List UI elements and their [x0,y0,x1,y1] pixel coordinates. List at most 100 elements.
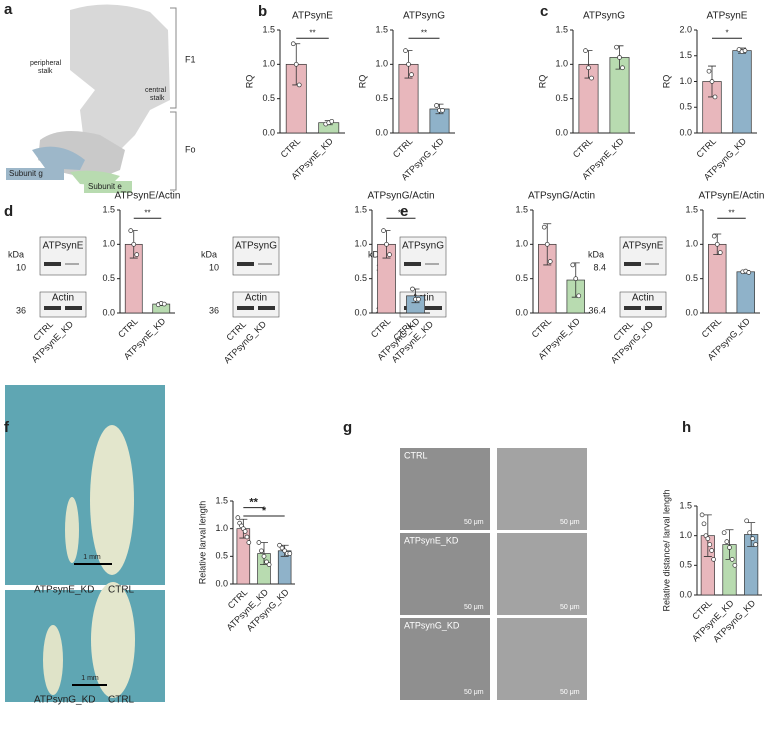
y-tick-label: 0.0 [679,589,692,599]
x-tick-label: CTRL [530,316,554,340]
blot [232,236,280,276]
y-tick-label: 0.5 [262,93,275,103]
data-point [384,241,389,247]
marker-label: 36.4 [588,305,606,315]
x-tick-label: CTRL [391,136,415,160]
band [44,262,61,266]
data-point [701,521,707,527]
y-tick-label: 0.5 [679,560,692,570]
y-tick-label: 1.0 [215,523,228,533]
chart-title: ATPsynG/Actin [367,191,434,202]
chart-title: ATPsynG [403,11,445,22]
y-tick-label: 0.0 [262,127,275,137]
y-tick-label: 0.0 [555,127,568,137]
y-tick-label: 1.0 [515,239,528,249]
data-point [287,551,293,556]
micrograph [400,448,490,530]
x-tick-label: CTRL [571,136,595,160]
data-point [711,557,716,562]
data-point [259,548,264,554]
data-point [282,548,288,554]
chart-title: ATPsynG/Actin [528,191,595,202]
data-point [753,542,759,547]
y-tick-label: 1.5 [679,500,692,510]
y-axis-title: RQ [244,75,254,89]
error-bar [260,542,268,566]
data-point [128,228,134,233]
y-tick-label: 0.5 [555,93,568,103]
blot [399,236,447,276]
x-tick-label: CTRL [700,316,724,340]
panel-label: c [540,3,548,20]
band [404,262,421,266]
y-tick-label: 1.5 [679,50,692,60]
significance-label: ** [728,208,734,217]
y-tick-label: 1.0 [685,239,698,249]
panel-label: b [258,3,267,20]
panel-label: f [4,419,10,436]
scale-label: 50 μm [464,689,484,696]
significance-label: ** [144,208,150,217]
data-point [732,562,738,568]
significance-label: ** [398,208,404,217]
significance-label: ** [421,28,427,37]
genotype-label: ATPsynE_KD [34,585,94,596]
panel-label: h [682,419,691,436]
data-point [406,61,411,67]
data-point [714,241,720,247]
data-point [403,48,408,53]
band [237,262,254,266]
y-tick-label: 0.0 [679,127,692,137]
y-axis-title: RQ [537,75,547,89]
data-point [387,252,392,257]
larva [91,582,135,698]
larva [43,625,63,695]
data-point [712,94,718,100]
micrographs [400,448,587,700]
data-point [746,270,752,275]
y-tick-label: 0.5 [685,273,698,283]
bar [736,271,755,314]
x-tick-label: CTRL [369,316,393,340]
data-point [242,529,248,534]
y-axis-title: Relative distance/ larval length [661,489,671,611]
data-point [570,262,576,268]
data-point [264,559,269,565]
data-point [440,107,445,113]
larva-photos [5,385,165,702]
scale-label: 50 μm [464,604,484,611]
data-point [416,296,421,302]
kda-label: kDa [368,249,384,259]
micrograph [400,533,490,615]
band [237,306,254,310]
data-point [727,545,732,550]
protein-label: ATPsynG [402,241,444,252]
f1-shape [70,4,170,151]
data-point [329,118,335,124]
chart-title: ATPsynE/Actin [699,191,765,202]
data-point [586,65,591,71]
y-tick-label: 1.5 [262,24,275,34]
bar [732,50,752,134]
fo-label: Fo [185,144,196,154]
y-tick-label: 0.0 [215,578,228,588]
y-tick-label: 0.0 [102,307,115,317]
data-point [279,545,285,551]
x-tick-label: CTRL [694,136,718,160]
kda-label: kDa [201,249,217,259]
band [425,306,442,310]
chart-title: ATPsynE [292,11,333,22]
data-point [711,233,717,239]
genotype-label: CTRL [108,585,135,596]
data-point [161,301,167,307]
chart-title: ATPsynG [583,11,625,22]
data-point [705,536,711,541]
scale-label: 1 mm [81,675,99,682]
protein-label: ATPsynE [43,241,84,252]
y-tick-label: 1.5 [102,204,115,214]
row-label: ATPsynE_KD [404,535,459,545]
data-point [617,55,622,60]
significance-label: * [725,28,728,37]
scale-label: 50 μm [560,519,580,526]
structure-art [6,4,177,193]
